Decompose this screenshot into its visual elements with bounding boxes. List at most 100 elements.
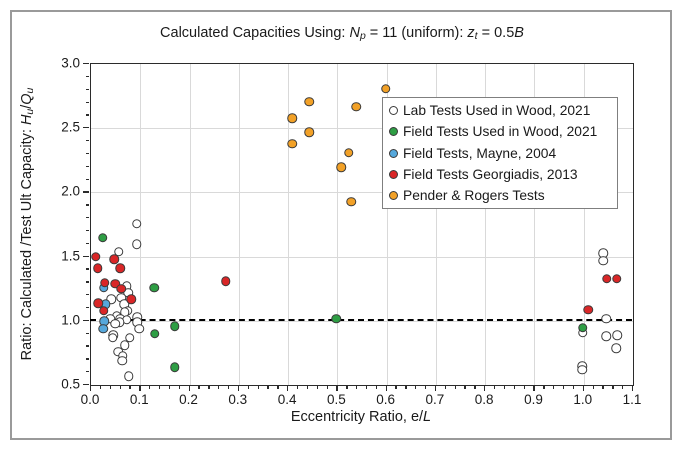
y-minor-tick <box>85 75 89 78</box>
x-tick-label: 0.4 <box>277 392 297 407</box>
legend-label: Field Tests Georgiadis, 2013 <box>403 166 578 182</box>
gridline-vertical <box>485 64 487 385</box>
data-point-lab-wood-2021 <box>124 371 134 382</box>
data-point-field-georgiadis-2013 <box>126 294 137 304</box>
x-minor-tick <box>425 385 427 389</box>
data-point-lab-wood-2021 <box>106 294 116 304</box>
data-point-field-georgiadis-2013 <box>583 304 593 315</box>
x-tick-label: 0.0 <box>80 392 100 407</box>
gridline-vertical <box>337 64 339 385</box>
x-major-tick <box>533 385 535 391</box>
data-point-field-wood-2021 <box>98 232 108 243</box>
y-minor-tick <box>85 281 89 283</box>
data-point-pender-rogers <box>346 196 356 207</box>
x-minor-tick <box>267 385 269 389</box>
legend-label: Field Tests, Mayne, 2004 <box>403 145 557 161</box>
x-minor-tick <box>375 385 378 389</box>
x-minor-tick <box>178 385 180 389</box>
data-point-lab-wood-2021 <box>598 255 609 266</box>
y-minor-tick <box>85 242 89 245</box>
data-point-lab-wood-2021 <box>134 324 145 334</box>
x-minor-tick <box>365 385 368 389</box>
x-minor-tick <box>158 385 161 389</box>
x-minor-tick <box>227 385 230 389</box>
data-point-pender-rogers <box>343 148 354 158</box>
data-point-field-georgiadis-2013 <box>100 277 110 288</box>
gridline-vertical <box>534 64 536 385</box>
x-minor-tick <box>622 385 624 389</box>
x-minor-tick <box>454 385 456 389</box>
x-major-tick <box>90 385 92 391</box>
y-major-tick <box>83 384 89 386</box>
y-tick-label: 1.5 <box>61 248 80 264</box>
x-tick-label: 0.9 <box>524 392 543 407</box>
x-axis-title: Eccentricity Ratio, e/L <box>290 409 432 425</box>
x-major-tick <box>336 385 338 391</box>
x-minor-tick <box>168 385 171 389</box>
x-minor-tick <box>523 385 525 389</box>
x-major-tick <box>632 385 634 391</box>
x-minor-tick <box>247 385 249 389</box>
data-point-field-wood-2021 <box>169 321 180 331</box>
x-minor-tick <box>99 385 102 389</box>
data-point-lab-wood-2021 <box>611 343 621 353</box>
x-tick-label: 1.0 <box>573 392 593 407</box>
x-minor-tick <box>306 385 309 389</box>
y-minor-tick <box>85 358 89 360</box>
gridline-vertical <box>386 64 388 385</box>
x-minor-tick <box>474 385 476 389</box>
gridline-vertical <box>238 64 240 385</box>
x-tick-label: 0.3 <box>228 392 248 407</box>
x-tick-label: 0.7 <box>425 392 445 407</box>
filled-circle-marker-icon <box>389 169 398 179</box>
x-minor-tick <box>346 385 348 389</box>
legend-label: Field Tests Used in Wood, 2021 <box>403 124 598 140</box>
x-major-tick <box>287 385 289 391</box>
data-point-field-georgiadis-2013 <box>93 263 103 274</box>
y-minor-tick <box>85 332 89 334</box>
x-minor-tick <box>415 385 417 389</box>
data-point-field-georgiadis-2013 <box>116 284 126 294</box>
data-point-field-georgiadis-2013 <box>109 254 119 265</box>
data-point-lab-wood-2021 <box>110 318 120 329</box>
y-tick-label: 2.5 <box>61 119 80 135</box>
chart-title: Calculated Capacities Using: Np = 11 (un… <box>160 25 524 43</box>
legend-item-pender-rogers: Pender & Rogers Tests <box>389 185 617 206</box>
data-point-pender-rogers <box>351 101 361 112</box>
x-minor-tick <box>553 385 555 389</box>
data-point-field-georgiadis-2013 <box>110 279 120 289</box>
gridline-vertical <box>583 64 585 385</box>
x-minor-tick <box>296 385 299 389</box>
x-minor-tick <box>326 385 328 389</box>
data-point-field-wood-2021 <box>149 282 159 293</box>
y-major-tick <box>83 63 89 65</box>
x-tick-label: 1.1 <box>622 392 642 407</box>
filled-circle-marker-icon <box>389 148 398 158</box>
x-minor-tick <box>563 385 565 389</box>
legend-item-lab-wood-2021: Lab Tests Used in Wood, 2021 <box>389 100 617 121</box>
y-axis-title: Ratio: Calculated /Test Ult Capacity: Hu… <box>19 87 37 361</box>
x-tick-label: 0.1 <box>129 392 149 407</box>
y-major-tick <box>83 191 89 193</box>
data-point-field-georgiadis-2013 <box>221 276 231 287</box>
y-minor-tick <box>85 178 89 180</box>
data-point-lab-wood-2021 <box>577 365 587 375</box>
x-major-tick <box>188 385 190 391</box>
x-major-tick <box>237 385 240 391</box>
x-major-tick <box>484 385 486 391</box>
data-point-lab-wood-2021 <box>601 331 612 342</box>
x-major-tick <box>139 385 141 391</box>
x-tick-label: 0.8 <box>474 392 494 407</box>
data-point-field-georgiadis-2013 <box>99 306 109 316</box>
legend-label: Pender & Rogers Tests <box>403 187 545 203</box>
data-point-field-wood-2021 <box>169 362 180 373</box>
legend-item-field-mayne-2004: Field Tests, Mayne, 2004 <box>389 142 617 163</box>
x-tick-label: 0.2 <box>179 392 198 407</box>
x-minor-tick <box>109 385 111 389</box>
y-major-tick <box>83 319 89 322</box>
data-point-field-georgiadis-2013 <box>91 252 101 262</box>
data-point-pender-rogers <box>304 127 314 138</box>
y-major-tick <box>83 127 89 129</box>
data-point-lab-wood-2021 <box>117 356 127 366</box>
data-point-field-georgiadis-2013 <box>93 298 104 308</box>
